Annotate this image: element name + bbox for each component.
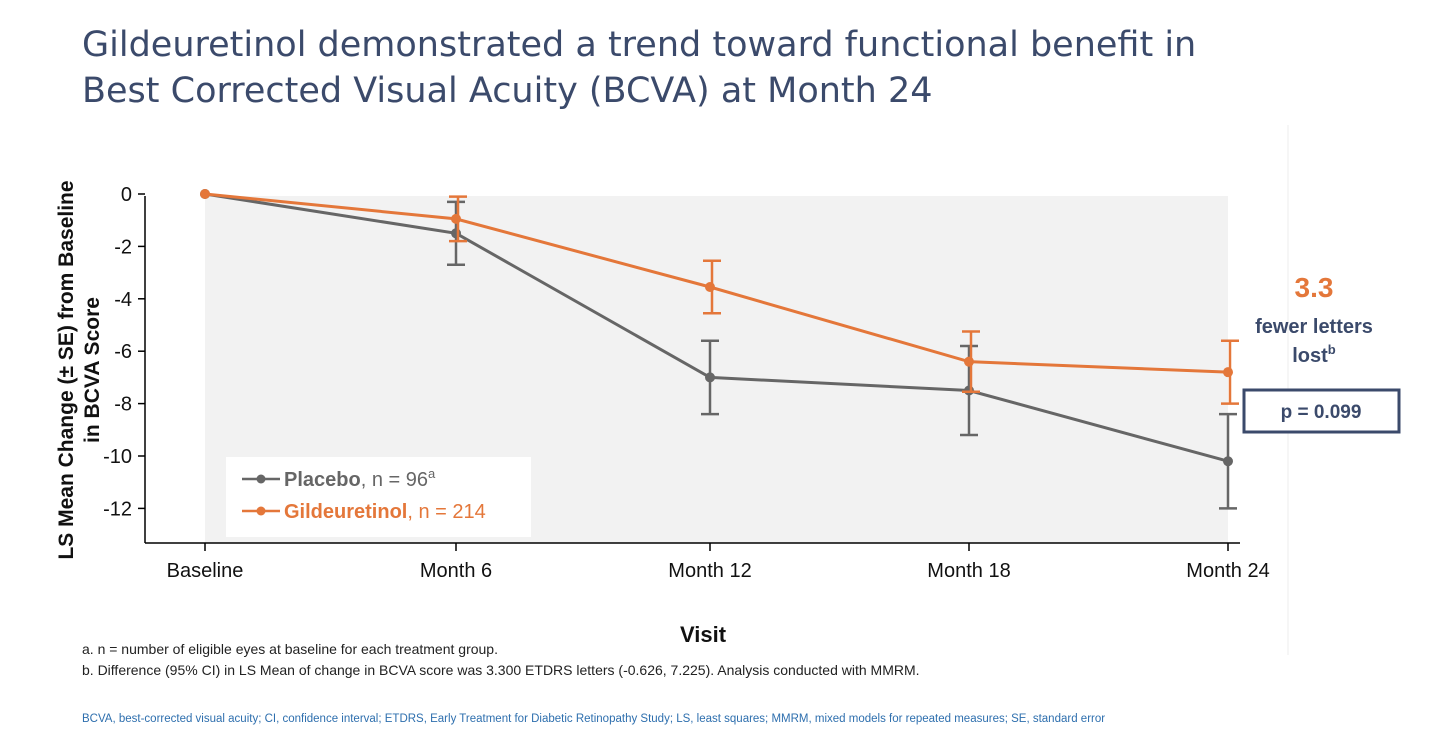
difference-annotation: 3.3 fewer letters lostb p = 0.099 [1242, 272, 1401, 434]
legend-box [226, 457, 531, 537]
x-tick-label: Month 6 [420, 560, 492, 582]
legend-placebo-name: Placebo [284, 469, 361, 491]
difference-label-lost: lost [1292, 345, 1328, 367]
data-point [451, 213, 461, 224]
difference-label-line-1: fewer letters [1255, 316, 1373, 338]
data-point [451, 228, 461, 239]
data-point [705, 282, 715, 293]
legend: Placebo, n = 96a Gildeuretinol, n = 214 [226, 457, 531, 537]
x-tick-label: Month 12 [668, 560, 751, 582]
x-tick-label: Month 24 [1186, 560, 1269, 582]
series-layer [200, 189, 1239, 510]
title-line-2: Best Corrected Visual Acuity (BCVA) at M… [82, 71, 933, 111]
legend-placebo-sup: a [428, 466, 436, 481]
data-point [964, 356, 974, 367]
legend-gildeuretinol-marker [256, 506, 266, 516]
data-point [964, 385, 974, 396]
data-point [705, 372, 715, 383]
data-point [200, 189, 210, 199]
x-axis-ticks: Baseline Month 6 Month 12 Month 18 Month 24 [167, 543, 1270, 582]
abbreviations-footer: BCVA, best-corrected visual acuity; CI, … [82, 713, 1106, 725]
pvalue-box [1242, 388, 1401, 434]
y-tick-label: -10 [103, 446, 132, 468]
difference-label-sup: b [1328, 342, 1336, 357]
slide-title: Gildeuretinol demonstrated a trend towar… [82, 22, 1282, 114]
x-tick-label: Month 18 [927, 560, 1010, 582]
pvalue-text: p = 0.099 [1281, 402, 1362, 423]
y-tick-label: -2 [114, 236, 132, 258]
data-point [1223, 456, 1233, 467]
y-axis-ticks: 0 -2 -4 -6 -8 -10 -12 [103, 184, 145, 520]
x-axis-label: Visit [680, 622, 727, 647]
legend-placebo-marker [256, 474, 266, 484]
difference-value: 3.3 [1295, 272, 1334, 303]
data-point [1223, 367, 1233, 378]
y-axis-label: LS Mean Change (± SE) from Baseline in B… [55, 180, 104, 559]
y-tick-label: -4 [114, 289, 132, 311]
footnote-b: b. Difference (95% CI) in LS Mean of cha… [82, 662, 920, 678]
legend-gildeuretinol: Gildeuretinol, n = 214 [284, 501, 486, 523]
legend-placebo: Placebo, n = 96a [284, 466, 436, 491]
y-tick-label: -12 [103, 498, 132, 520]
legend-gildeuretinol-name: Gildeuretinol [284, 501, 407, 523]
legend-placebo-n: , n = 96 [361, 469, 428, 491]
difference-label-line-2: lostb [1292, 342, 1336, 367]
bcva-line-chart: 0 -2 -4 -6 -8 -10 -12 Baseline Month 6 Month 12 M… [55, 125, 1401, 655]
y-axis-label-line-1: LS Mean Change (± SE) from Baseline [55, 180, 78, 559]
y-tick-label: -6 [114, 341, 132, 363]
y-tick-label: -8 [114, 394, 132, 416]
series-gildeuretinol [200, 189, 1239, 405]
title-line-1: Gildeuretinol demonstrated a trend towar… [82, 25, 1197, 65]
y-tick-label: 0 [121, 184, 132, 206]
y-axis-label-line-2: in BCVA Score [81, 297, 104, 443]
legend-gildeuretinol-n: , n = 214 [407, 501, 485, 523]
x-tick-label: Baseline [167, 560, 244, 582]
footnote-a: a. n = number of eligible eyes at baseli… [82, 641, 498, 657]
